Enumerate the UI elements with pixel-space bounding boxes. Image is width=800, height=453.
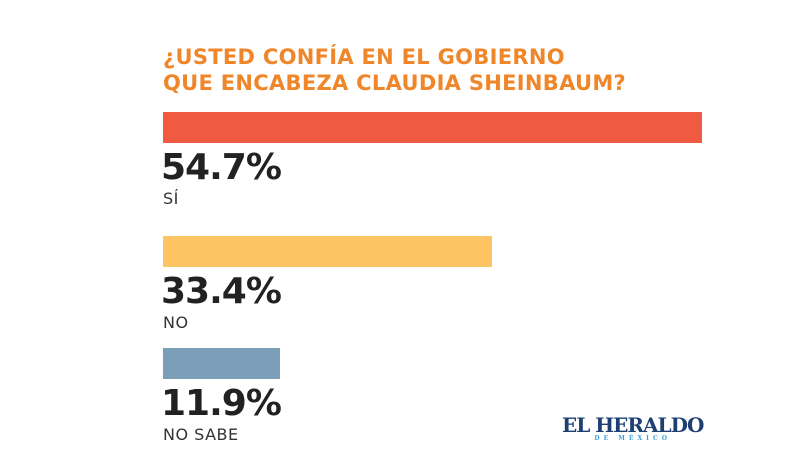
value-label: 54.7% (161, 147, 282, 188)
bar-2 (163, 348, 281, 379)
category-label: NO SABE (163, 425, 239, 444)
title-line-1: ¿USTED CONFÍA EN EL GOBIERNO (163, 45, 565, 69)
logo-line-2: DE MÉXICO (594, 435, 671, 442)
logo-line-1: EL HERALDO (562, 413, 704, 437)
bar-1 (163, 236, 493, 267)
category-label: NO (163, 313, 189, 332)
title-line-2: QUE ENCABEZA CLAUDIA SHEINBAUM? (163, 71, 627, 95)
bar-0 (163, 112, 702, 143)
chart-title: ¿USTED CONFÍA EN EL GOBIERNO QUE ENCABEZ… (163, 44, 626, 96)
el-heraldo-logo: EL HERALDO DE MÉXICO (562, 413, 704, 442)
category-label: SÍ (163, 189, 179, 208)
value-label: 11.9% (161, 383, 282, 424)
value-label: 33.4% (161, 271, 282, 312)
